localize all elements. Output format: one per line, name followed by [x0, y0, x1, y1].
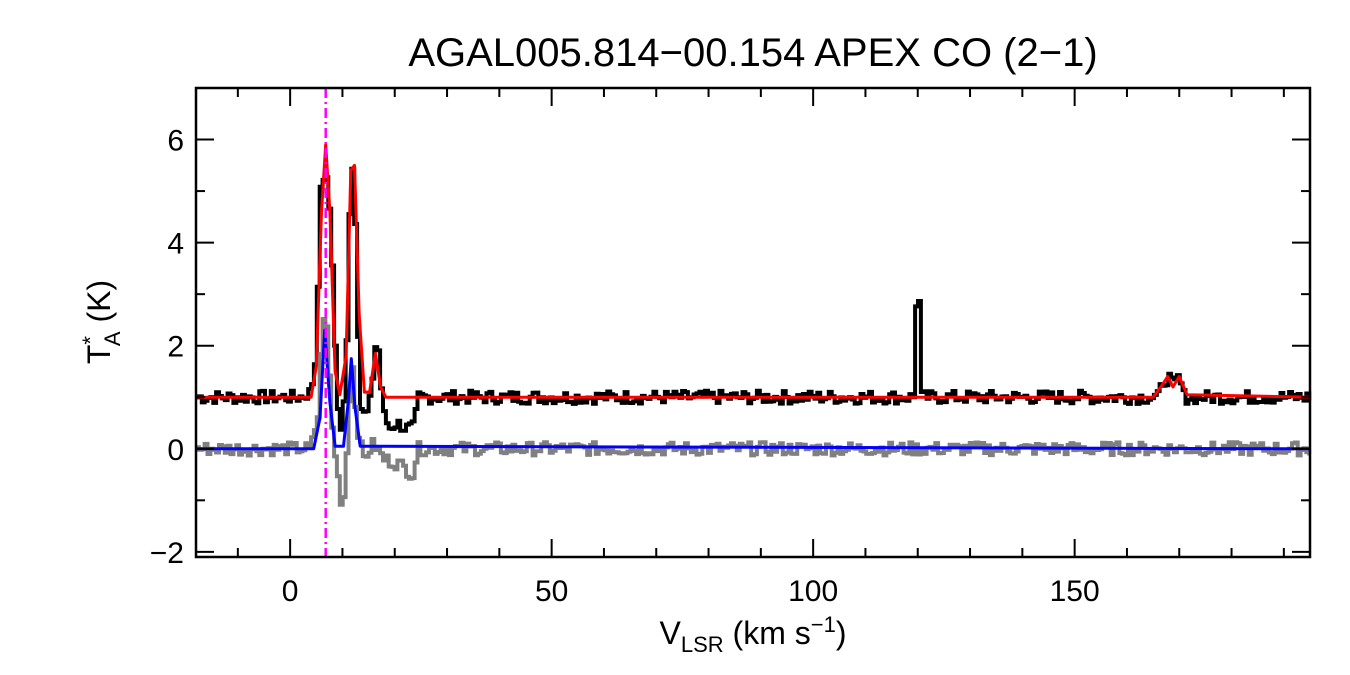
series-layer: [196, 143, 1312, 507]
fit-series-2: [196, 143, 1311, 399]
x-axis-title: VLSR (km s−1): [660, 612, 847, 657]
x-axis-title-superscript: −1: [811, 612, 836, 637]
y-axis-title: T*A (K): [78, 280, 125, 364]
x-tick-label: 150: [1050, 575, 1100, 608]
y-tick-label: 4: [167, 228, 184, 261]
x-axis-title-units: (km s: [724, 615, 811, 651]
y-axis-title-subscript: A: [100, 331, 125, 346]
y-tick-label: 2: [167, 331, 184, 364]
x-tick-label: 100: [788, 575, 838, 608]
spectrum-series-1: [196, 317, 1312, 507]
fit-series-3: [196, 328, 1311, 451]
x-tick-label: 0: [282, 575, 299, 608]
x-axis-title-subscript: LSR: [681, 632, 724, 657]
y-axis-title-superscript: *: [78, 336, 103, 345]
x-tick-label: 50: [535, 575, 568, 608]
axis-ticks: [196, 87, 1310, 557]
y-axis-title-main: T: [81, 345, 117, 365]
chart-title: AGAL005.814−00.154 APEX CO (2−1): [408, 31, 1097, 75]
axis-tick-labels: 0 50 100 150 −2 0 2 4 6: [150, 125, 1100, 608]
y-axis-title-units: (K): [81, 280, 117, 332]
y-tick-label: 0: [167, 434, 184, 467]
y-tick-label: −2: [150, 537, 184, 570]
plot-frame: [194, 86, 1312, 559]
x-axis-title-end: ): [836, 615, 847, 651]
x-axis-title-main: V: [660, 615, 682, 651]
y-tick-label: 6: [167, 125, 184, 158]
